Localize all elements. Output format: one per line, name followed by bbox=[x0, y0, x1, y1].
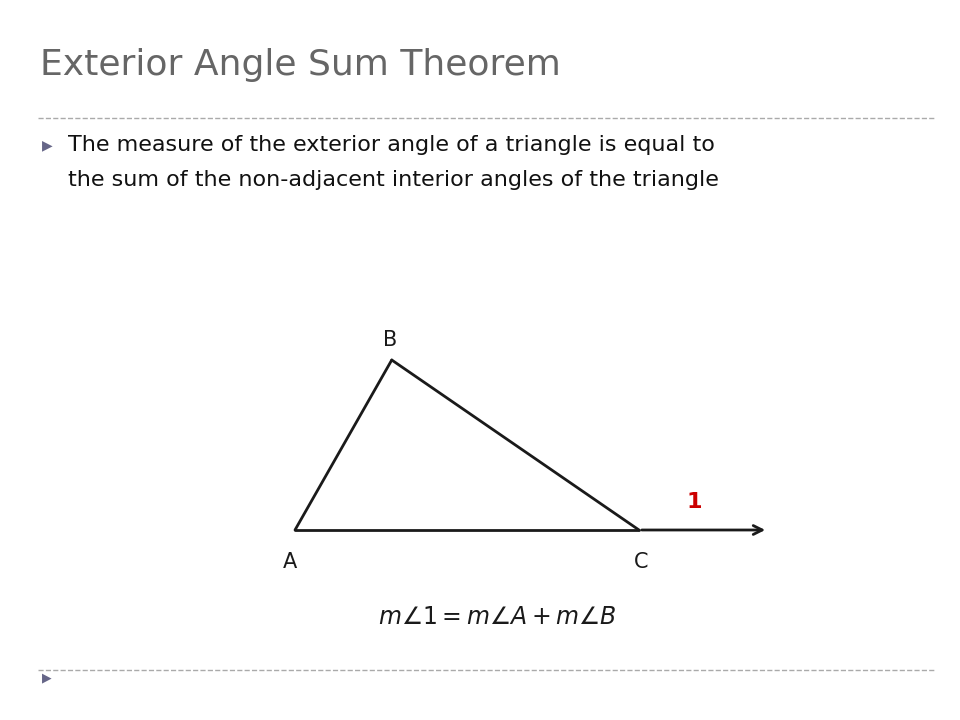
Text: B: B bbox=[383, 330, 396, 350]
Text: ▶: ▶ bbox=[42, 138, 53, 152]
Text: Exterior Angle Sum Theorem: Exterior Angle Sum Theorem bbox=[40, 48, 561, 82]
Text: the sum of the non-adjacent interior angles of the triangle: the sum of the non-adjacent interior ang… bbox=[68, 170, 719, 190]
Text: ▶: ▶ bbox=[42, 672, 52, 685]
Text: $m\angle 1 = m\angle A + m\angle B$: $m\angle 1 = m\angle A + m\angle B$ bbox=[377, 605, 616, 629]
Text: A: A bbox=[283, 552, 298, 572]
Text: C: C bbox=[634, 552, 648, 572]
Text: The measure of the exterior angle of a triangle is equal to: The measure of the exterior angle of a t… bbox=[68, 135, 715, 155]
Text: 1: 1 bbox=[686, 492, 702, 512]
